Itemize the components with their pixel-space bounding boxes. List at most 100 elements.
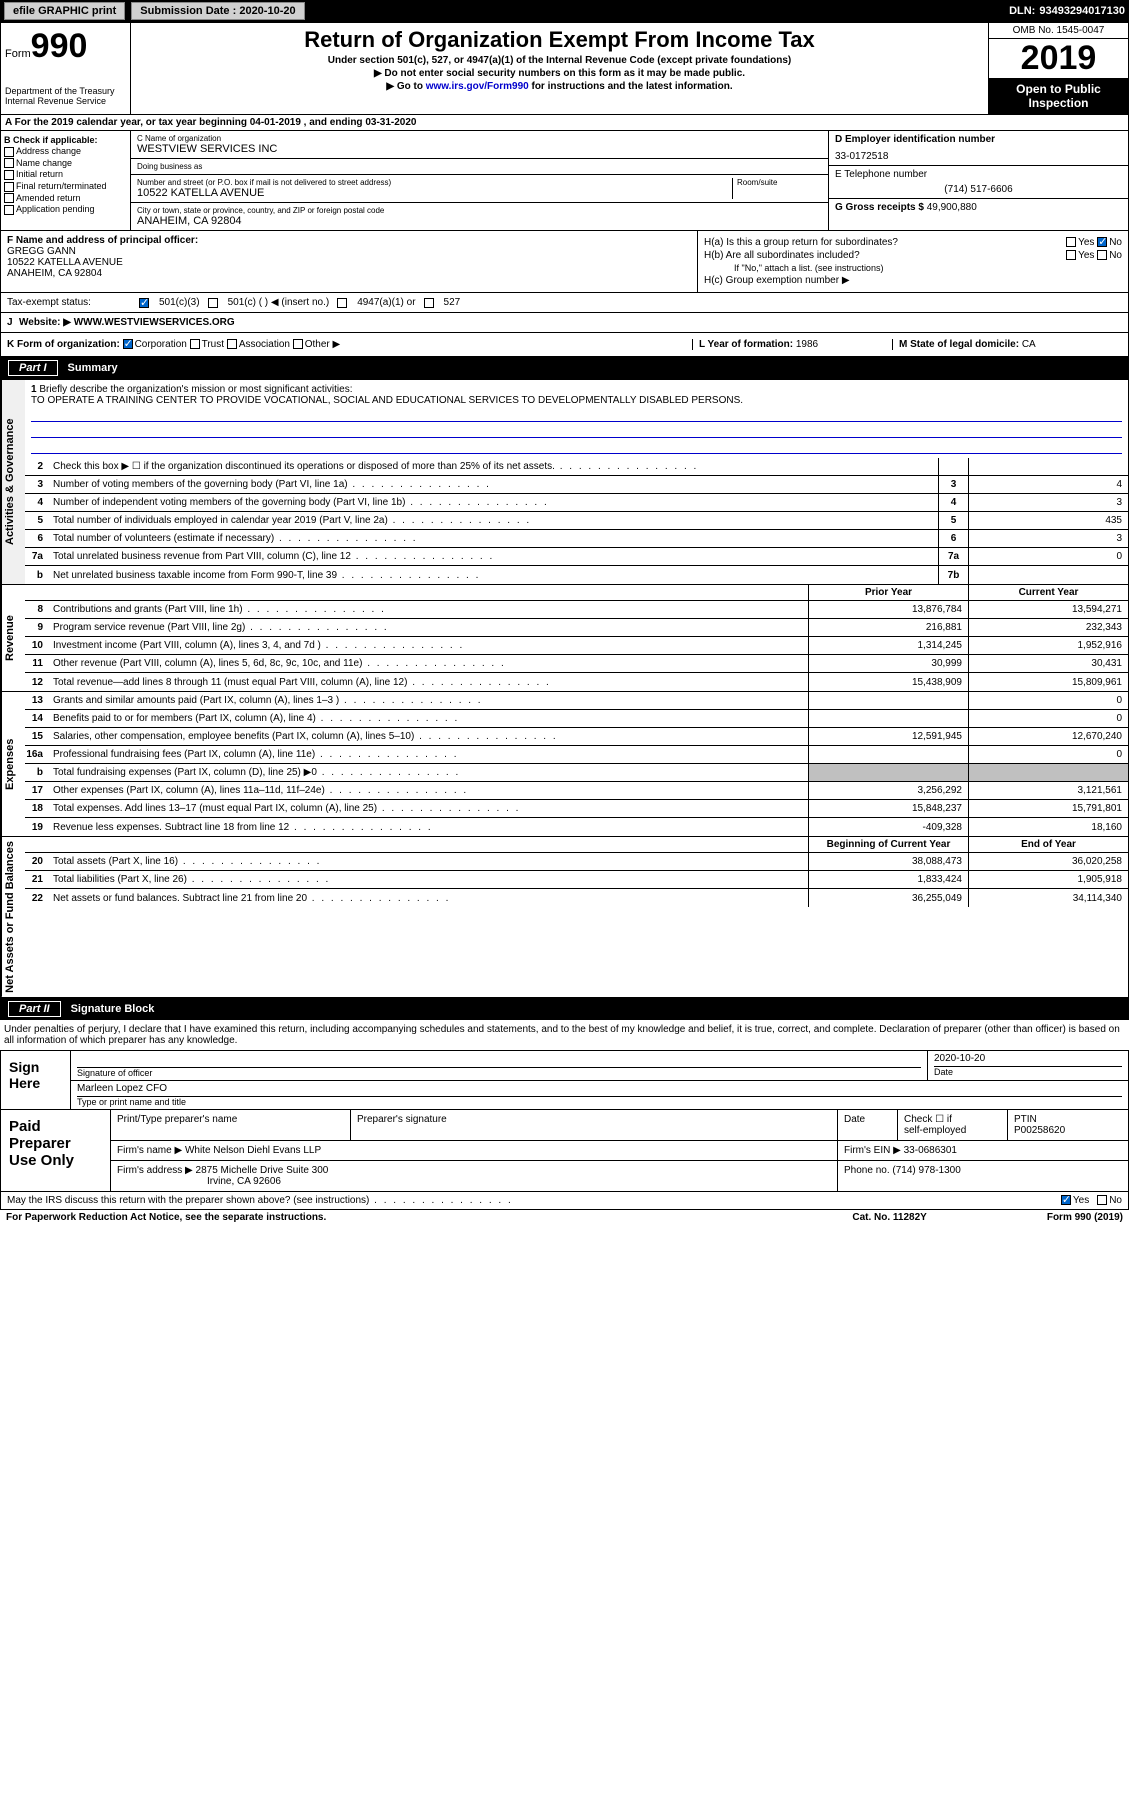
- cb-corp[interactable]: [123, 339, 133, 349]
- line-num: 12: [25, 677, 49, 688]
- cb-hb-yes[interactable]: [1066, 250, 1076, 260]
- preparer-block: Paid Preparer Use Only Print/Type prepar…: [0, 1110, 1129, 1192]
- hb-yes: Yes: [1078, 250, 1094, 261]
- prior-year-value: [808, 692, 968, 709]
- fin-line: 14 Benefits paid to or for members (Part…: [25, 710, 1128, 728]
- cb-ha-no[interactable]: [1097, 237, 1107, 247]
- dept-irs: Internal Revenue Service: [5, 96, 126, 106]
- line-desc: Other revenue (Part VIII, column (A), li…: [49, 656, 808, 671]
- signature-intro: Under penalties of perjury, I declare th…: [0, 1020, 1129, 1050]
- lbl-501c3: 501(c)(3): [159, 297, 200, 308]
- cb-527[interactable]: [424, 298, 434, 308]
- sig-officer-label: Signature of officer: [77, 1067, 921, 1078]
- prior-year-value: 15,848,237: [808, 800, 968, 817]
- dba-label: Doing business as: [137, 162, 822, 171]
- prior-year-value: [808, 764, 968, 781]
- subdate-label: Submission Date :: [140, 5, 236, 17]
- cat-no: Cat. No. 11282Y: [852, 1212, 926, 1223]
- fin-line: 19 Revenue less expenses. Subtract line …: [25, 818, 1128, 836]
- current-year-value: 34,114,340: [968, 889, 1128, 907]
- header-right: OMB No. 1545-0047 2019 Open to Public In…: [988, 23, 1128, 114]
- current-year-value: 1,952,916: [968, 637, 1128, 654]
- cb-other[interactable]: [293, 339, 303, 349]
- row-klm: K Form of organization: Corporation Trus…: [0, 333, 1129, 357]
- cb-initial-return[interactable]: [4, 170, 14, 180]
- cb-4947[interactable]: [337, 298, 347, 308]
- firm-addr2: Irvine, CA 92606: [117, 1176, 831, 1187]
- cb-trust[interactable]: [190, 339, 200, 349]
- fin-line: 8 Contributions and grants (Part VIII, l…: [25, 601, 1128, 619]
- firm-ein-label: Firm's EIN ▶: [844, 1145, 901, 1156]
- line-value: 3: [968, 530, 1128, 547]
- gross-value: 49,900,880: [927, 202, 977, 213]
- mission-num: 1: [31, 384, 37, 395]
- lbl-other: Other ▶: [305, 339, 340, 350]
- fin-line: 11 Other revenue (Part VIII, column (A),…: [25, 655, 1128, 673]
- lbl-pending: Application pending: [16, 204, 95, 214]
- subdate-btn[interactable]: Submission Date : 2020-10-20: [131, 2, 304, 20]
- col-b-title: B Check if applicable:: [4, 135, 98, 145]
- paid-preparer-label: Paid Preparer Use Only: [1, 1110, 111, 1191]
- dln-label: DLN:: [1009, 5, 1035, 17]
- tax-status-label: Tax-exempt status:: [7, 297, 131, 308]
- cb-discuss-yes[interactable]: [1061, 1195, 1071, 1205]
- gross-label: G Gross receipts $: [835, 202, 924, 213]
- line-value: 435: [968, 512, 1128, 529]
- line-num: b: [25, 767, 49, 778]
- section-a-text: A For the 2019 calendar year, or tax yea…: [5, 117, 416, 128]
- sig-name-label: Type or print name and title: [77, 1096, 1122, 1107]
- form-word: Form: [5, 48, 31, 60]
- fin-line: 15 Salaries, other compensation, employe…: [25, 728, 1128, 746]
- fin-line: b Total fundraising expenses (Part IX, c…: [25, 764, 1128, 782]
- line-desc: Investment income (Part VIII, column (A)…: [49, 638, 808, 653]
- city-value: ANAHEIM, CA 92804: [137, 215, 822, 227]
- line-num: 9: [25, 622, 49, 633]
- cb-amended[interactable]: [4, 193, 14, 203]
- line-num: 20: [25, 856, 49, 867]
- discuss-row: May the IRS discuss this return with the…: [0, 1192, 1129, 1210]
- cb-ha-yes[interactable]: [1066, 237, 1076, 247]
- line-desc: Professional fundraising fees (Part IX, …: [49, 747, 808, 762]
- part1-title: Summary: [68, 362, 118, 374]
- gov-line: b Net unrelated business taxable income …: [25, 566, 1128, 584]
- firm-phone: (714) 978-1300: [892, 1165, 960, 1176]
- prep-selfemp: Check ☐ if self-employed: [898, 1110, 1008, 1140]
- summary-expenses: Expenses 13 Grants and similar amounts p…: [0, 692, 1129, 837]
- cb-discuss-no[interactable]: [1097, 1195, 1107, 1205]
- cb-hb-no[interactable]: [1097, 250, 1107, 260]
- part2-header: Part II Signature Block: [0, 998, 1129, 1020]
- cell-m: M State of legal domicile: CA: [892, 339, 1122, 350]
- cb-501c[interactable]: [208, 298, 218, 308]
- efile-btn[interactable]: efile GRAPHIC print: [4, 2, 125, 20]
- fin-line: 17 Other expenses (Part IX, column (A), …: [25, 782, 1128, 800]
- form-ref: Form 990 (2019): [1047, 1212, 1123, 1223]
- omb-number: OMB No. 1545-0047: [989, 23, 1128, 39]
- cb-address-change[interactable]: [4, 147, 14, 157]
- current-year-value: 0: [968, 710, 1128, 727]
- hc-label: H(c) Group exemption number ▶: [704, 275, 850, 286]
- current-year-value: 12,670,240: [968, 728, 1128, 745]
- line-desc: Total revenue—add lines 8 through 11 (mu…: [49, 675, 808, 690]
- line-desc: Total liabilities (Part X, line 26): [49, 872, 808, 887]
- summary-revenue: Revenue Prior Year Current Year 8 Contri…: [0, 585, 1129, 692]
- lbl-final-return: Final return/terminated: [16, 181, 107, 191]
- line-desc: Net assets or fund balances. Subtract li…: [49, 891, 808, 906]
- line-desc: Revenue less expenses. Subtract line 18 …: [49, 820, 808, 835]
- gov-line: 2 Check this box ▶ ☐ if the organization…: [25, 458, 1128, 476]
- ha-yes: Yes: [1078, 237, 1094, 248]
- line-desc: Number of voting members of the governin…: [49, 477, 938, 492]
- addr-value: 10522 KATELLA AVENUE: [137, 187, 732, 199]
- cb-pending[interactable]: [4, 205, 14, 215]
- cb-final-return[interactable]: [4, 182, 14, 192]
- fin-line: 21 Total liabilities (Part X, line 26) 1…: [25, 871, 1128, 889]
- cell-f: F Name and address of principal officer:…: [1, 231, 698, 292]
- cb-assoc[interactable]: [227, 339, 237, 349]
- prior-year-value: 36,255,049: [808, 889, 968, 907]
- sig-date: 2020-10-20: [934, 1053, 1122, 1066]
- line-box: 4: [938, 494, 968, 511]
- irs-link[interactable]: www.irs.gov/Form990: [426, 81, 529, 92]
- lbl-amended: Amended return: [16, 193, 81, 203]
- cb-501c3[interactable]: [139, 298, 149, 308]
- cb-name-change[interactable]: [4, 158, 14, 168]
- line-num: b: [25, 570, 49, 581]
